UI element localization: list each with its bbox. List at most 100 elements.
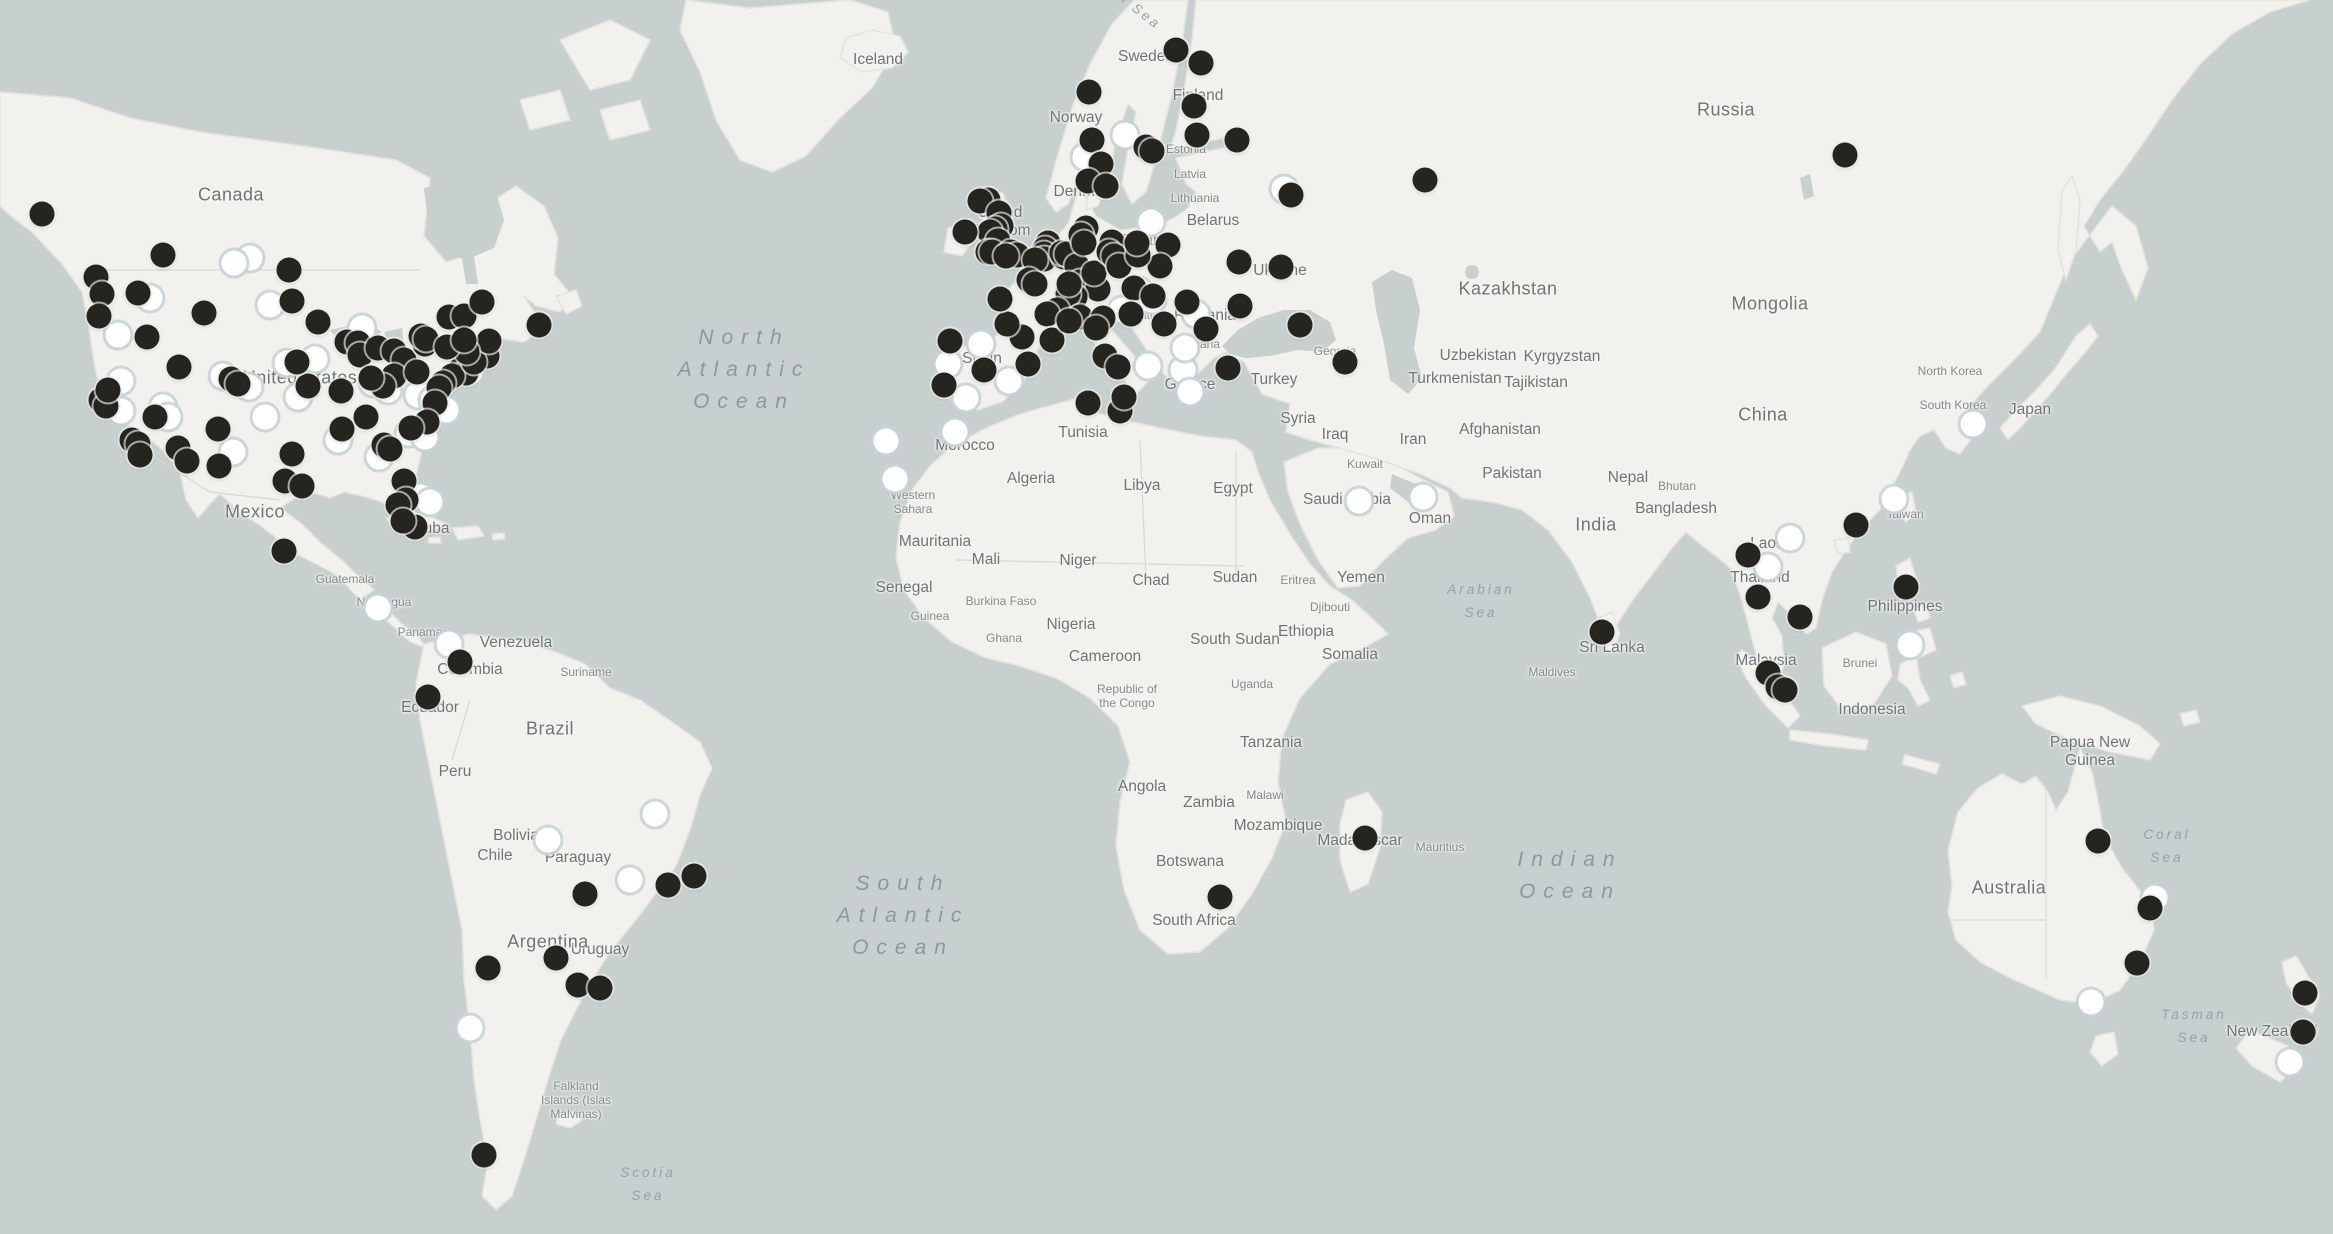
map-marker-open[interactable] <box>417 489 443 515</box>
map-marker-filled[interactable] <box>1745 584 1771 610</box>
map-marker-filled[interactable] <box>475 955 501 981</box>
map-marker-filled[interactable] <box>358 365 384 391</box>
map-marker-filled[interactable] <box>2137 895 2163 921</box>
map-marker-filled[interactable] <box>134 324 160 350</box>
map-marker-filled[interactable] <box>587 975 613 1001</box>
map-marker-filled[interactable] <box>29 201 55 227</box>
map-marker-filled[interactable] <box>971 357 997 383</box>
map-marker-filled[interactable] <box>1787 604 1813 630</box>
map-marker-filled[interactable] <box>1039 327 1065 353</box>
map-marker-filled[interactable] <box>2290 1019 2316 1045</box>
map-marker-open[interactable] <box>1172 335 1198 361</box>
map-marker-filled[interactable] <box>1147 253 1173 279</box>
map-marker-filled[interactable] <box>1111 384 1137 410</box>
map-marker-filled[interactable] <box>1287 312 1313 338</box>
map-marker-filled[interactable] <box>476 328 502 354</box>
map-marker-filled[interactable] <box>1227 293 1253 319</box>
map-marker-filled[interactable] <box>404 359 430 385</box>
map-marker-filled[interactable] <box>191 300 217 326</box>
map-marker-filled[interactable] <box>1151 311 1177 337</box>
map-marker-filled[interactable] <box>1015 351 1041 377</box>
map-marker-filled[interactable] <box>2085 828 2111 854</box>
map-marker-open[interactable] <box>996 368 1022 394</box>
map-marker-filled[interactable] <box>1022 271 1048 297</box>
map-marker-filled[interactable] <box>206 453 232 479</box>
map-marker-filled[interactable] <box>543 945 569 971</box>
map-marker-open[interactable] <box>457 1015 483 1041</box>
map-marker-open[interactable] <box>1346 488 1372 514</box>
map-marker-filled[interactable] <box>1193 316 1219 342</box>
map-marker-filled[interactable] <box>469 289 495 315</box>
map-marker-filled[interactable] <box>1155 232 1181 258</box>
map-marker-filled[interactable] <box>1083 315 1109 341</box>
map-marker-filled[interactable] <box>1215 355 1241 381</box>
map-marker-filled[interactable] <box>1056 308 1082 334</box>
map-marker-filled[interactable] <box>1268 254 1294 280</box>
map-marker-open[interactable] <box>1177 379 1203 405</box>
map-marker-filled[interactable] <box>1105 354 1131 380</box>
map-marker-open[interactable] <box>873 428 899 454</box>
map-marker-open[interactable] <box>1410 484 1436 510</box>
map-marker-open[interactable] <box>882 466 908 492</box>
map-marker-filled[interactable] <box>993 243 1019 269</box>
map-marker-filled[interactable] <box>1226 249 1252 275</box>
map-marker-open[interactable] <box>1135 353 1161 379</box>
map-marker-open[interactable] <box>935 351 961 377</box>
map-marker-filled[interactable] <box>937 328 963 354</box>
map-marker-filled[interactable] <box>1076 79 1102 105</box>
map-marker-filled[interactable] <box>390 508 416 534</box>
map-marker-filled[interactable] <box>931 372 957 398</box>
map-marker-open[interactable] <box>2277 1049 2303 1075</box>
map-marker-open[interactable] <box>535 827 561 853</box>
map-marker-filled[interactable] <box>994 311 1020 337</box>
map-marker-filled[interactable] <box>565 972 591 998</box>
map-marker-filled[interactable] <box>295 373 321 399</box>
map-marker-filled[interactable] <box>284 349 310 375</box>
map-marker-filled[interactable] <box>1056 271 1082 297</box>
map-marker-filled[interactable] <box>328 378 354 404</box>
map-marker-filled[interactable] <box>526 312 552 338</box>
map-marker-filled[interactable] <box>166 354 192 380</box>
map-marker-filled[interactable] <box>1772 677 1798 703</box>
map-marker-filled[interactable] <box>279 288 305 314</box>
map-marker-open[interactable] <box>617 867 643 893</box>
map-marker-filled[interactable] <box>1207 884 1233 910</box>
map-marker-filled[interactable] <box>1843 512 1869 538</box>
map-marker-open[interactable] <box>942 419 968 445</box>
map-marker-filled[interactable] <box>1224 127 1250 153</box>
map-marker-open[interactable] <box>953 385 979 411</box>
map-marker-filled[interactable] <box>1589 619 1615 645</box>
map-marker-filled[interactable] <box>1118 301 1144 327</box>
map-marker-filled[interactable] <box>1352 825 1378 851</box>
map-marker-open[interactable] <box>221 250 247 276</box>
map-marker-filled[interactable] <box>276 257 302 283</box>
map-marker-filled[interactable] <box>174 448 200 474</box>
map-marker-filled[interactable] <box>1278 182 1304 208</box>
map-marker-filled[interactable] <box>329 416 355 442</box>
map-marker-open[interactable] <box>2078 989 2104 1015</box>
map-marker-filled[interactable] <box>1181 93 1207 119</box>
map-marker-open[interactable] <box>257 292 283 318</box>
map-marker-filled[interactable] <box>1081 260 1107 286</box>
map-marker-open[interactable] <box>1777 525 1803 551</box>
map-marker-open[interactable] <box>642 801 668 827</box>
map-marker-filled[interactable] <box>1332 349 1358 375</box>
map-marker-filled[interactable] <box>95 377 121 403</box>
map-marker-filled[interactable] <box>86 303 112 329</box>
map-marker-open[interactable] <box>1960 411 1986 437</box>
map-marker-filled[interactable] <box>471 1142 497 1168</box>
map-marker-filled[interactable] <box>377 436 403 462</box>
map-marker-open[interactable] <box>968 331 994 357</box>
map-marker-filled[interactable] <box>415 684 441 710</box>
map-marker-filled[interactable] <box>279 441 305 467</box>
map-marker-filled[interactable] <box>987 286 1013 312</box>
map-marker-filled[interactable] <box>1034 301 1060 327</box>
map-marker-filled[interactable] <box>353 404 379 430</box>
map-marker-filled[interactable] <box>398 415 424 441</box>
map-marker-filled[interactable] <box>1184 122 1210 148</box>
map-marker-filled[interactable] <box>150 242 176 268</box>
map-marker-filled[interactable] <box>1139 138 1165 164</box>
map-marker-filled[interactable] <box>1093 173 1119 199</box>
map-marker-filled[interactable] <box>2292 980 2318 1006</box>
